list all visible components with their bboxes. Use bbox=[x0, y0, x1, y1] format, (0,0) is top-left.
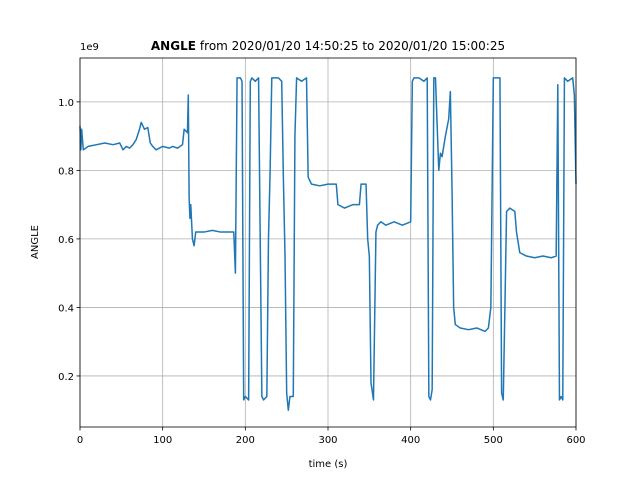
y-tick-label: 1.0 bbox=[58, 98, 74, 109]
y-tick-label: 0.2 bbox=[58, 372, 74, 383]
y-tick-label: 0.4 bbox=[58, 303, 74, 314]
data-line bbox=[79, 77, 577, 411]
x-tick-label: 0 bbox=[77, 435, 83, 446]
y-tick-label: 0.8 bbox=[58, 166, 74, 177]
x-axis-label: time (s) bbox=[309, 459, 348, 470]
x-tick-label: 200 bbox=[236, 435, 255, 446]
title-rest: from 2020/01/20 14:50:25 to 2020/01/20 1… bbox=[200, 39, 505, 53]
chart-title: ANGLE from 2020/01/20 14:50:25 to 2020/01… bbox=[151, 39, 505, 53]
y-axis-label: ANGLE bbox=[30, 225, 41, 259]
x-tick-label: 100 bbox=[153, 435, 172, 446]
y-tick-label: 0.6 bbox=[58, 235, 74, 246]
x-tick-label: 500 bbox=[484, 435, 503, 446]
y-offset-label: 1e9 bbox=[80, 42, 99, 53]
x-tick-label: 300 bbox=[318, 435, 337, 446]
x-tick-label: 400 bbox=[401, 435, 420, 446]
title-bold: ANGLE bbox=[151, 39, 196, 53]
plot-area bbox=[79, 58, 577, 427]
x-tick-label: 600 bbox=[566, 435, 585, 446]
